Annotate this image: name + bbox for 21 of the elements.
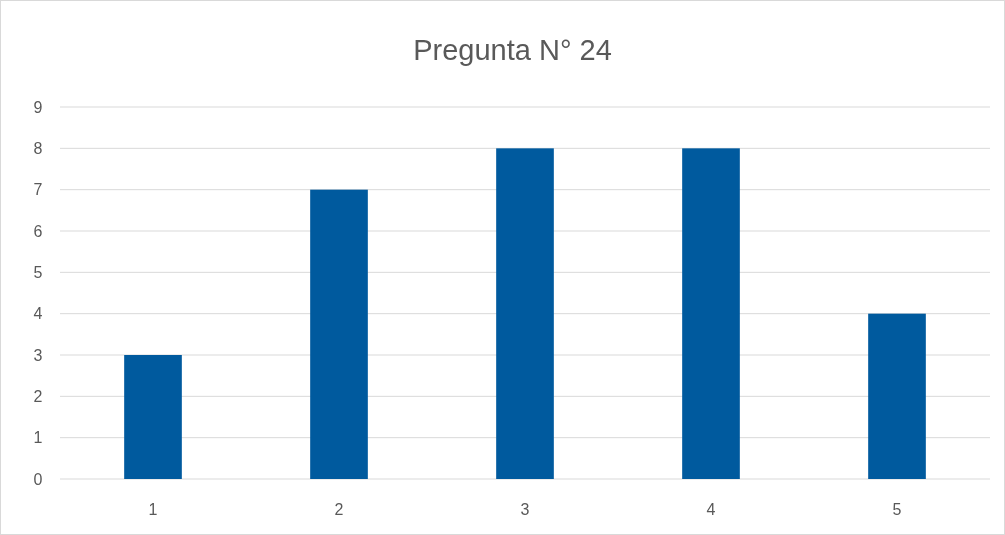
y-tick-label: 9: [33, 98, 43, 116]
x-tick-label: 3: [520, 501, 530, 518]
y-tick-label: 5: [33, 263, 43, 281]
chart-title: Pregunta N° 24: [413, 34, 612, 66]
x-tick-label: 1: [148, 501, 158, 518]
y-tick-label: 8: [33, 139, 43, 157]
y-tick-label: 2: [33, 387, 43, 405]
y-tick-label: 1: [33, 429, 43, 447]
y-tick-label: 4: [33, 305, 43, 323]
bar: [124, 355, 182, 479]
x-tick-label: 2: [334, 501, 344, 518]
bar: [868, 313, 926, 479]
bar: [496, 148, 554, 479]
y-tick-label: 6: [33, 222, 43, 240]
x-tick-label: 4: [706, 501, 716, 518]
x-tick-label: 5: [892, 501, 902, 518]
y-tick-label: 7: [33, 181, 43, 199]
y-tick-label: 0: [33, 470, 43, 488]
bar: [682, 148, 740, 479]
y-tick-label: 3: [33, 346, 43, 364]
bar: [310, 189, 368, 479]
